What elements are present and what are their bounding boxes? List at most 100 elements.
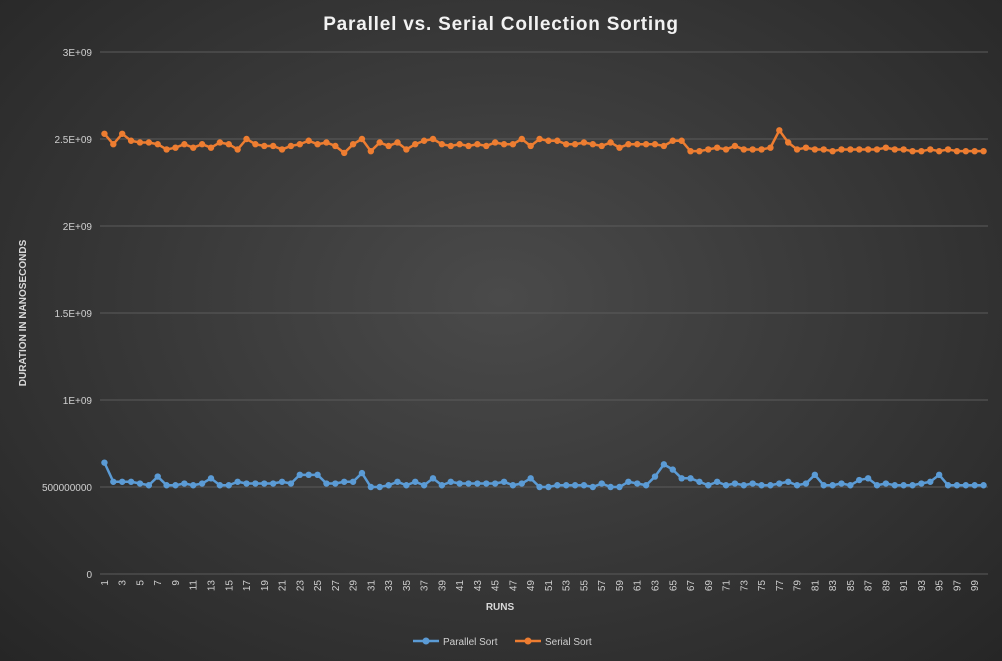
data-point[interactable] [429, 475, 437, 482]
data-point[interactable] [198, 480, 206, 487]
data-point[interactable] [243, 135, 250, 143]
data-point[interactable] [491, 139, 499, 146]
data-point[interactable] [216, 482, 224, 489]
data-point[interactable] [216, 139, 224, 146]
data-point[interactable] [349, 478, 357, 485]
data-point[interactable] [181, 480, 188, 487]
data-point[interactable] [207, 144, 215, 151]
data-point[interactable] [660, 461, 668, 468]
data-point[interactable] [403, 146, 410, 153]
data-point[interactable] [696, 147, 703, 155]
data-point[interactable] [385, 482, 392, 489]
data-point[interactable] [776, 480, 783, 487]
data-point[interactable] [181, 141, 188, 148]
data-point[interactable] [634, 480, 641, 487]
data-point[interactable] [847, 482, 854, 489]
data-point[interactable] [367, 483, 375, 491]
data-point[interactable] [429, 135, 437, 143]
data-point[interactable] [758, 482, 765, 489]
data-point[interactable] [269, 142, 277, 150]
data-point[interactable] [793, 146, 801, 153]
data-point[interactable] [971, 147, 978, 155]
data-point[interactable] [864, 146, 872, 153]
data-point[interactable] [802, 480, 810, 487]
data-point[interactable] [252, 480, 259, 487]
data-point[interactable] [305, 137, 312, 144]
data-point[interactable] [474, 141, 481, 148]
data-point[interactable] [518, 480, 525, 487]
data-point[interactable] [296, 471, 303, 479]
data-point[interactable] [856, 146, 863, 153]
data-point[interactable] [918, 480, 925, 487]
data-point[interactable] [891, 482, 898, 489]
data-point[interactable] [811, 471, 819, 479]
data-point[interactable] [545, 137, 552, 144]
data-point[interactable] [296, 141, 303, 148]
data-point[interactable] [642, 482, 650, 489]
data-point[interactable] [314, 471, 321, 479]
data-point[interactable] [705, 482, 712, 489]
data-point[interactable] [145, 482, 153, 489]
data-point[interactable] [953, 482, 961, 489]
data-point[interactable] [269, 480, 277, 487]
data-point[interactable] [625, 141, 632, 148]
data-point[interactable] [119, 130, 126, 137]
data-point[interactable] [554, 482, 561, 489]
data-point[interactable] [580, 139, 588, 146]
data-point[interactable] [278, 146, 286, 153]
data-point[interactable] [456, 141, 463, 148]
data-point[interactable] [909, 482, 916, 489]
data-point[interactable] [589, 483, 597, 491]
data-point[interactable] [669, 137, 676, 144]
data-point[interactable] [225, 482, 232, 489]
data-point[interactable] [838, 480, 845, 487]
data-point[interactable] [394, 139, 401, 146]
data-point[interactable] [731, 480, 739, 487]
data-point[interactable] [119, 478, 126, 485]
data-point[interactable] [678, 475, 685, 482]
data-point[interactable] [847, 146, 854, 153]
data-point[interactable] [900, 482, 907, 489]
data-point[interactable] [527, 475, 534, 482]
data-point[interactable] [571, 482, 579, 489]
data-point[interactable] [234, 478, 241, 485]
data-point[interactable] [713, 478, 721, 485]
data-point[interactable] [145, 139, 153, 146]
data-point[interactable] [545, 483, 552, 491]
data-point[interactable] [829, 147, 836, 155]
data-point[interactable] [491, 480, 499, 487]
data-point[interactable] [563, 141, 570, 148]
data-point[interactable] [207, 475, 215, 482]
data-point[interactable] [261, 142, 268, 150]
data-point[interactable] [891, 146, 898, 153]
data-point[interactable] [101, 459, 108, 466]
data-point[interactable] [287, 480, 295, 487]
data-point[interactable] [252, 141, 259, 148]
data-point[interactable] [509, 141, 517, 148]
data-point[interactable] [820, 482, 827, 489]
data-point[interactable] [438, 141, 446, 148]
data-point[interactable] [953, 147, 961, 155]
data-point[interactable] [900, 146, 907, 153]
data-point[interactable] [500, 141, 508, 148]
data-point[interactable] [864, 475, 872, 482]
data-point[interactable] [314, 141, 321, 148]
data-point[interactable] [420, 482, 428, 489]
data-point[interactable] [598, 142, 605, 150]
data-point[interactable] [749, 146, 756, 153]
data-point[interactable] [651, 473, 659, 480]
data-point[interactable] [172, 144, 179, 151]
data-point[interactable] [465, 142, 472, 150]
data-point[interactable] [571, 141, 579, 148]
legend-item-serial-sort[interactable]: Serial Sort [515, 637, 592, 648]
data-point[interactable] [678, 137, 685, 144]
data-point[interactable] [687, 147, 694, 155]
data-point[interactable] [944, 146, 952, 153]
data-point[interactable] [110, 478, 117, 485]
data-point[interactable] [101, 130, 108, 137]
data-point[interactable] [385, 142, 392, 150]
data-point[interactable] [323, 480, 330, 487]
data-point[interactable] [909, 147, 916, 155]
data-point[interactable] [944, 482, 952, 489]
data-point[interactable] [722, 482, 730, 489]
